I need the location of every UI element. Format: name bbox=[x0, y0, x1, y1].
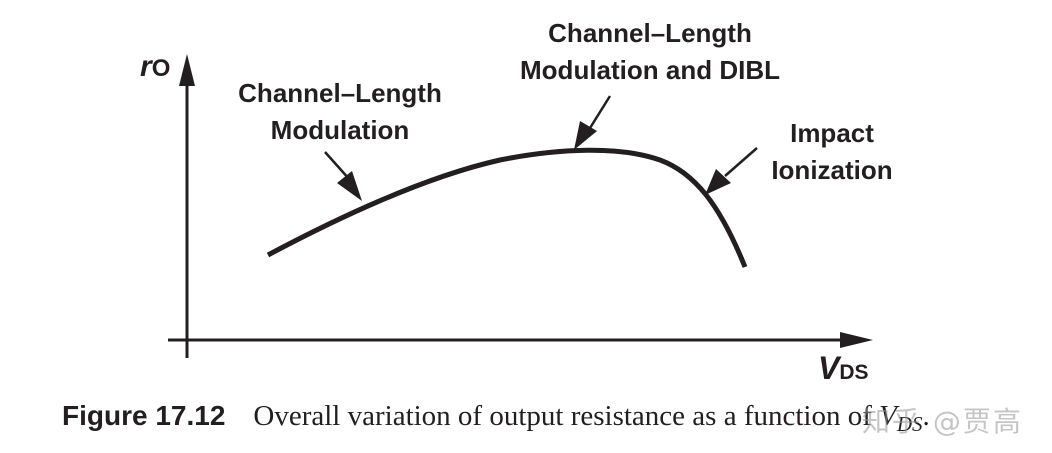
caption-end: . bbox=[922, 400, 930, 432]
y-axis-subscript: O bbox=[151, 55, 171, 82]
watermark: 知乎 @贾高 bbox=[862, 405, 1023, 438]
annotation-line: Modulation and DIBL bbox=[520, 55, 780, 85]
x-axis-label: VDS bbox=[818, 350, 869, 387]
clm-arrowhead-icon bbox=[337, 171, 362, 201]
x-axis-arrowhead-icon bbox=[840, 332, 873, 348]
x-axis-symbol: V bbox=[818, 350, 840, 386]
annotation-line: Impact bbox=[790, 118, 874, 148]
ro-curve bbox=[266, 147, 748, 268]
figure-number: Figure 17.12 bbox=[62, 400, 226, 431]
impact-arrowhead-icon bbox=[705, 169, 731, 195]
annotation-line: Modulation bbox=[270, 115, 410, 145]
y-axis-symbol: r bbox=[140, 50, 152, 83]
caption-variable-subscript: DS bbox=[896, 412, 923, 436]
caption-text: Overall variation of output resistance a… bbox=[253, 400, 880, 432]
annotation-line: Channel–Length bbox=[548, 18, 752, 48]
caption-variable: V bbox=[879, 400, 897, 432]
clm-arrow-line bbox=[324, 151, 351, 181]
annotation-line: Ionization bbox=[771, 155, 893, 185]
impact-arrow-line bbox=[724, 147, 758, 177]
clm-dibl-arrow-line bbox=[588, 95, 612, 129]
y-axis-arrowhead-icon bbox=[179, 54, 195, 86]
x-axis-subscript: DS bbox=[839, 361, 869, 384]
figure-caption: Figure 17.12 Overall variation of output … bbox=[62, 400, 930, 437]
clm-dibl-arrowhead-icon bbox=[574, 121, 597, 150]
annotation-impact-ionization: Impact Ionization bbox=[758, 115, 906, 189]
annotation-line: Channel–Length bbox=[238, 78, 442, 108]
annotation-clm-and-dibl: Channel–Length Modulation and DIBL bbox=[510, 15, 790, 89]
y-axis-label: rO bbox=[140, 50, 170, 84]
annotation-channel-length-modulation: Channel–Length Modulation bbox=[222, 75, 458, 149]
